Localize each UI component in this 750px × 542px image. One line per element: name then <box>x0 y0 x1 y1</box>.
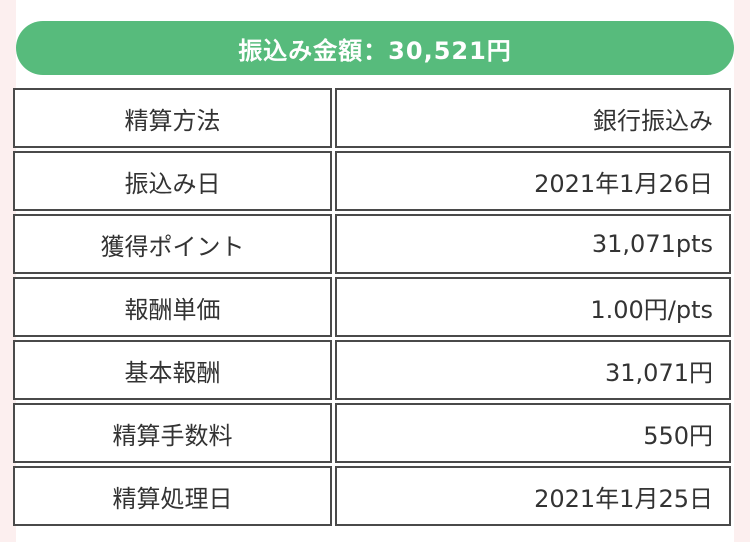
row-label: 獲得ポイント <box>13 214 332 274</box>
row-label: 報酬単価 <box>13 277 332 337</box>
row-value: 2021年1月26日 <box>335 151 731 211</box>
table-row: 報酬単価 1.00円/pts <box>13 277 731 337</box>
row-value: 1.00円/pts <box>335 277 731 337</box>
row-label: 基本報酬 <box>13 340 332 400</box>
row-value: 31,071pts <box>335 214 731 274</box>
table-row: 基本報酬 31,071円 <box>13 340 731 400</box>
table-row: 精算方法 銀行振込み <box>13 88 731 148</box>
table-row: 精算手数料 550円 <box>13 403 731 463</box>
row-label: 振込み日 <box>13 151 332 211</box>
table-row: 獲得ポイント 31,071pts <box>13 214 731 274</box>
row-label: 精算処理日 <box>13 466 332 526</box>
row-label: 精算手数料 <box>13 403 332 463</box>
row-value: 31,071円 <box>335 340 731 400</box>
transfer-amount-header: 振込み金額：30,521円 <box>16 21 734 75</box>
row-label: 精算方法 <box>13 88 332 148</box>
row-value: 銀行振込み <box>335 88 731 148</box>
settlement-details-table: 精算方法 銀行振込み 振込み日 2021年1月26日 獲得ポイント 31,071… <box>13 88 731 529</box>
table-row: 振込み日 2021年1月26日 <box>13 151 731 211</box>
transfer-amount-title: 振込み金額：30,521円 <box>238 36 512 65</box>
row-value: 2021年1月25日 <box>335 466 731 526</box>
row-value: 550円 <box>335 403 731 463</box>
table-row: 精算処理日 2021年1月25日 <box>13 466 731 526</box>
